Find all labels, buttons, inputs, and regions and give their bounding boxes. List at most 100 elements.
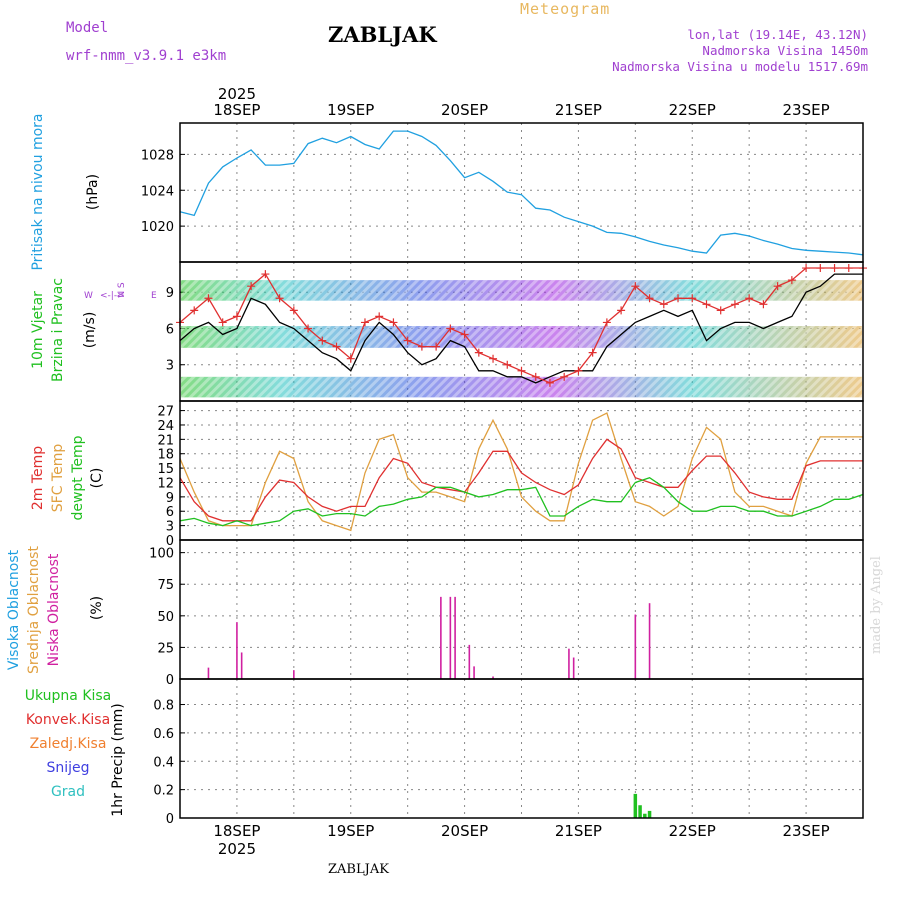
model-altitude: Nadmorska Visina u modelu 1517.69m [612,59,868,74]
wind-gust-marker [816,264,825,273]
station-altitude: Nadmorska Visina 1450m [702,43,868,58]
wind-gust-marker [844,264,853,273]
cloud-bar [572,657,575,679]
sfc-temp-line [179,412,863,532]
y-tick-label: 0 [166,673,174,688]
day-label-top: 22SEP [669,101,716,119]
wind-gust-marker [204,294,213,303]
wind-gust-marker [602,318,611,327]
dewpt-axis-label: dewpt Temp [70,435,86,520]
compass-ns: N S [117,282,127,298]
cloud-unit-label: (%) [89,596,105,620]
wind-gust-marker [631,282,640,291]
meteogram-label: Meteogram [520,0,611,18]
panel-frame-0 [179,122,864,263]
y-tick-label: 3 [166,520,174,535]
day-label-bottom: 21SEP [555,822,602,840]
temp-unit-label: (C) [89,468,105,489]
pressure-line [179,130,864,256]
cloud-bar [648,603,651,679]
wind-gust-marker [289,306,298,315]
y-tick-label: 0 [166,812,174,827]
cloud-bar [293,670,295,679]
wind-gust-marker [802,264,811,273]
wind-gust-marker [417,342,426,351]
y-tick-label: 1028 [141,148,174,163]
day-label-bottom: 19SEP [327,822,374,840]
sfc-temp-axis-label: SFC Temp [50,444,66,513]
wind-gust-marker [560,372,569,381]
wind-gust-marker [403,336,412,345]
y-tick-label: 3 [166,359,174,374]
year-label-bottom: 2025 [218,840,256,858]
wind-barb-hatch [181,280,862,301]
day-label-bottom: 20SEP [441,822,488,840]
page-title: ZABLJAK [328,22,437,47]
pressure-unit-label: (hPa) [85,174,101,210]
mid-cloud-label: Srednja Oblacnost [26,546,42,674]
precip-legend-grad: Grad [51,784,85,800]
wind-gust-marker [474,348,483,357]
cloud-bar [454,596,456,679]
wind-gust-marker [730,300,739,309]
model-label: Model [66,20,109,36]
day-label-top: 21SEP [555,101,602,119]
y-tick-label: 1024 [141,184,174,199]
wind-gust-marker [659,300,668,309]
cloud-bar [236,622,238,679]
y-tick-label: 50 [157,610,174,625]
compass-w: W [84,291,93,301]
compass-arrow: <-|-> [100,291,125,301]
wind-axis-label-2: Brzina i Pravac [50,278,66,382]
wind-gust-marker [389,318,398,327]
wind-gust-marker [787,276,796,285]
panel-frame-3 [179,539,864,680]
low-cloud-label: Niska Oblacnost [46,553,62,666]
wind-gust-marker [375,312,384,321]
y-tick-label: 0.2 [153,784,174,799]
wind-barb-hatch [181,326,862,348]
y-tick-label: 27 [157,405,174,420]
wind-gust-marker [460,330,469,339]
temp-2m-line [179,438,863,522]
wind-gust-marker [261,270,270,279]
wind-barb-hatch [181,376,862,398]
wind-gust-marker [190,306,199,315]
wind-gust-marker [759,300,768,309]
wind-gust-marker [304,324,313,333]
model-name: wrf-nmm_v3.9.1 e3km [66,48,227,64]
cloud-bar [207,667,210,679]
wind-gust-marker [232,312,241,321]
wind-gust-marker [517,366,526,375]
year-label-top: 2025 [218,85,256,103]
y-tick-label: 0.8 [153,699,174,714]
y-tick-label: 100 [149,547,174,562]
precip-legend-konvek-kisa: Konvek.Kisa [26,712,110,728]
precip-legend-zaledj-kisa: Zaledj.Kisa [30,736,107,752]
precip-axis-label: 1hr Precip (mm) [110,703,126,816]
cloud-bar [492,676,494,679]
wind-gust-marker [247,282,256,291]
day-label-top: 23SEP [783,101,830,119]
wind-gust-marker [360,318,369,327]
footer-station: ZABLJAK [328,862,389,877]
wind-gust-marker [716,306,725,315]
wind-gust-marker [446,324,455,333]
y-tick-label: 0.6 [153,727,174,742]
wind-gust-marker [574,366,583,375]
day-label-top: 18SEP [213,101,260,119]
y-tick-label: 15 [157,462,174,477]
y-tick-label: 6 [166,505,174,520]
wind-gust-marker [688,294,697,303]
wind-gust-marker [531,372,540,381]
location-coords: lon,lat (19.14E, 43.12N) [687,27,868,42]
wind-gust-marker [588,348,597,357]
wind-gust-marker [545,378,554,387]
day-label-top: 20SEP [441,101,488,119]
y-tick-label: 9 [166,491,174,506]
y-tick-label: 12 [157,476,174,491]
precip-bar [643,813,647,818]
cloud-bar [468,644,471,679]
precip-legend-snijeg: Snijeg [46,760,89,776]
